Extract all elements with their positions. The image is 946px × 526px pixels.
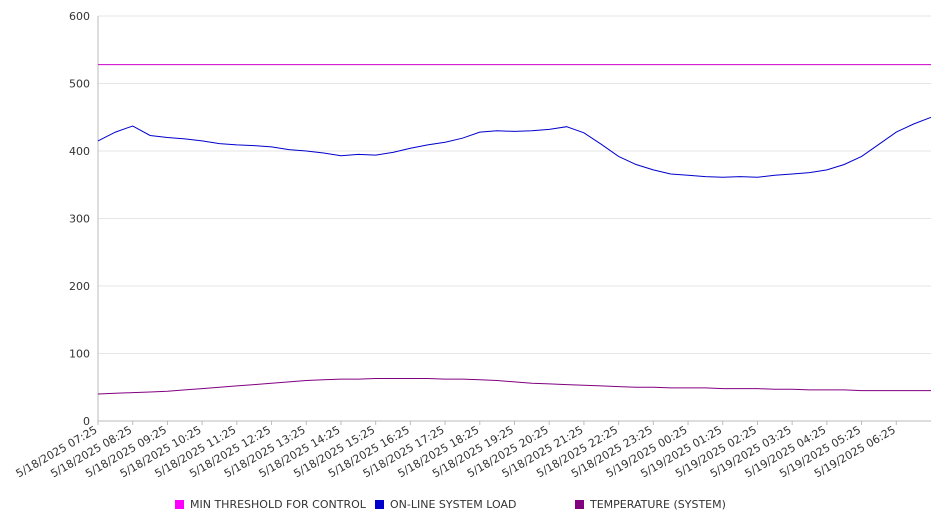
x-tick-labels: 5/18/2025 07:255/18/2025 08:255/18/2025 …: [14, 423, 898, 480]
y-tick-label: 100: [69, 348, 90, 361]
y-tick-label: 0: [83, 415, 90, 428]
legend-label: MIN THRESHOLD FOR CONTROL: [190, 498, 366, 511]
legend-item-min-threshold: MIN THRESHOLD FOR CONTROL: [175, 498, 366, 511]
y-tick-label: 200: [69, 280, 90, 293]
y-tick-labels: 0 100 200 300 400 500 600: [69, 10, 90, 428]
legend-item-temperature: TEMPERATURE (SYSTEM): [575, 498, 726, 511]
series-line-1: [97, 116, 932, 178]
y-tick-label: 600: [69, 10, 90, 23]
series-lines: [97, 64, 932, 395]
legend-item-system-load: ON-LINE SYSTEM LOAD: [375, 498, 516, 511]
legend-swatch: [375, 500, 384, 509]
axes: [97, 16, 931, 425]
y-tick-label: 500: [69, 78, 90, 91]
series-line-2: [97, 378, 931, 395]
legend-swatch: [175, 500, 184, 509]
legend-label: ON-LINE SYSTEM LOAD: [390, 498, 517, 511]
line-chart: 0 100 200 300 400 500 600 5/18/2025 07:255/18/…: [14, 10, 932, 480]
y-tick-label: 400: [69, 145, 90, 158]
y-tick-label: 300: [69, 213, 90, 226]
legend-swatch: [575, 500, 584, 509]
grid-lines: [98, 15, 931, 422]
legend: MIN THRESHOLD FOR CONTROL ON-LINE SYSTEM…: [0, 498, 946, 514]
legend-label: TEMPERATURE (SYSTEM): [590, 498, 726, 511]
